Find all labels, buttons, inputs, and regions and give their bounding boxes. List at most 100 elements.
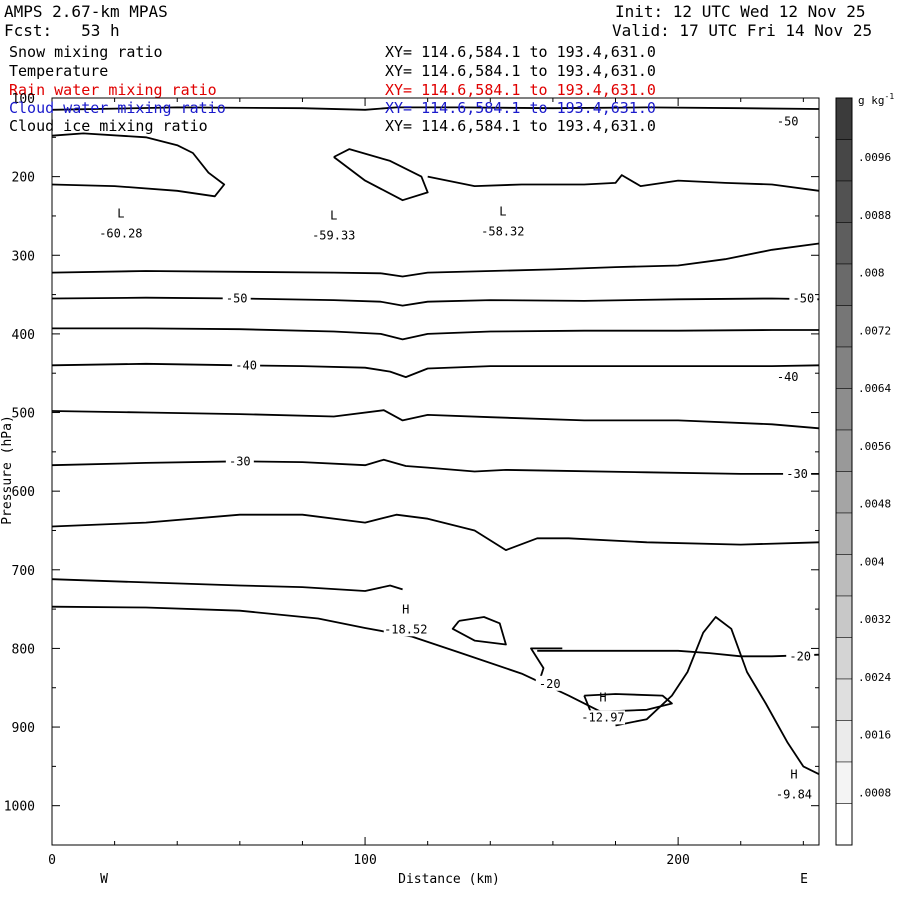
var-xy-cloud-water: XY= 114.6,584.1 to 193.4,631.0	[385, 99, 656, 117]
y-tick-label: 100	[12, 92, 35, 107]
y-axis-label: Pressure (hPa)	[0, 415, 15, 525]
extremum-type: H	[790, 767, 797, 781]
east-label: E	[800, 872, 808, 887]
colorbar-swatch	[835, 761, 853, 804]
contour-label-bg	[535, 675, 564, 691]
contour-label-bg	[232, 357, 261, 373]
extremum-type: L	[330, 208, 337, 222]
extremum-type: H	[402, 602, 409, 616]
y-tick-label: 600	[12, 485, 35, 500]
extremum-value: -9.84	[776, 787, 812, 801]
temperature-contour	[51, 513, 820, 551]
temperature-contour	[51, 605, 617, 724]
colorbar-swatch	[835, 180, 853, 223]
contour-label-bg	[225, 453, 254, 469]
extremum-bg	[98, 226, 143, 241]
y-tick-label: 900	[12, 721, 35, 736]
extremum-type: L	[117, 207, 124, 221]
contour-label-bg	[222, 290, 251, 306]
temperature-contour	[51, 296, 820, 307]
colorbar-label: .0008	[858, 786, 891, 799]
contour-label-bg	[783, 465, 812, 481]
temperature-contour	[451, 616, 507, 646]
contour-label: -50	[777, 115, 799, 129]
x-axis-label: Distance (km)	[398, 872, 500, 887]
colorbar-swatch	[835, 678, 853, 721]
var-name-snow: Snow mixing ratio	[9, 43, 163, 61]
colorbar-swatch	[835, 554, 853, 597]
var-xy-cloud-ice: XY= 114.6,584.1 to 193.4,631.0	[385, 117, 656, 135]
colorbar-label: .0048	[858, 498, 891, 511]
temperature-contour	[615, 616, 820, 776]
extremum-type: L	[499, 204, 506, 218]
colorbar-label: .0016	[858, 729, 891, 742]
west-label: W	[100, 872, 108, 887]
temperature-contour	[427, 174, 820, 192]
colorbar-label: .0072	[858, 324, 891, 337]
colorbar-swatch	[835, 637, 853, 680]
extremum-bg	[771, 787, 816, 802]
temperature-contour	[51, 409, 820, 430]
y-tick-label: 200	[12, 171, 35, 186]
contour-label-bg	[773, 369, 802, 385]
temperature-contour	[333, 148, 429, 202]
extremum-bg	[580, 710, 625, 725]
contour-label: -40	[777, 370, 799, 384]
colorbar-swatch	[835, 720, 853, 763]
var-xy-rain: XY= 114.6,584.1 to 193.4,631.0	[385, 81, 656, 99]
colorbar-label: .0024	[858, 671, 891, 684]
y-tick-label: 300	[12, 249, 35, 264]
model-title: AMPS 2.67-km MPAS	[4, 2, 168, 21]
extremum-value: -18.52	[384, 622, 427, 636]
colorbar-label: .0032	[858, 613, 891, 626]
colorbar-swatch	[835, 471, 853, 514]
temperature-contour	[51, 578, 403, 592]
colorbar-swatch	[835, 97, 853, 140]
extremum-value: -60.28	[99, 227, 142, 241]
contour-label: -50	[226, 292, 248, 306]
contour-label: -20	[539, 677, 561, 691]
colorbar-label: .0064	[858, 382, 891, 395]
y-tick-label: 500	[12, 407, 35, 422]
valid-time: Valid: 17 UTC Fri 14 Nov 25	[612, 21, 873, 40]
init-time: Init: 12 UTC Wed 12 Nov 25	[615, 2, 866, 21]
temperature-contour	[51, 458, 819, 475]
colorbar-swatch	[835, 222, 853, 265]
extremum-bg	[311, 228, 356, 243]
contour-label-bg	[786, 648, 815, 664]
colorbar-swatch	[835, 803, 853, 846]
contour-label: -40	[235, 358, 257, 372]
colorbar-label: .004	[858, 555, 885, 568]
colorbar-label: .008	[858, 267, 885, 280]
extremum-value: -12.97	[581, 710, 624, 724]
extremum-value: -58.32	[481, 224, 524, 238]
colorbar-unit: g kg-1	[858, 92, 894, 107]
var-xy-temperature: XY= 114.6,584.1 to 193.4,631.0	[385, 62, 656, 80]
temperature-contour	[51, 132, 226, 198]
extremum-value: -59.33	[312, 228, 355, 242]
colorbar-swatch	[835, 263, 853, 306]
forecast-hour: Fcst: 53 h	[4, 21, 120, 40]
contour-label: -20	[789, 649, 811, 663]
colorbar-label: .0096	[858, 151, 891, 164]
colorbar-frame	[835, 97, 853, 846]
colorbar-label: .0088	[858, 209, 891, 222]
plot-frame	[51, 97, 820, 846]
contour-label: -50	[793, 292, 815, 306]
x-tick-label: 0	[48, 853, 56, 868]
colorbar-label: .0056	[858, 440, 891, 453]
var-name-temperature: Temperature	[9, 62, 109, 80]
var-name-rain: Rain water mixing ratio	[9, 81, 217, 99]
extremum-bg	[480, 224, 525, 239]
colorbar-swatch	[835, 305, 853, 348]
colorbar: .0096 .0088 .008 .0072 .0064 .0056 .0048 .004 .0…	[835, 97, 891, 846]
temperature-contour	[51, 362, 820, 378]
x-tick-label: 100	[353, 853, 376, 868]
colorbar-swatch	[835, 512, 853, 555]
contour-label-bg	[773, 113, 802, 129]
colorbar-swatch	[835, 429, 853, 472]
colorbar-swatch	[835, 346, 853, 389]
y-tick-label: 1000	[4, 800, 35, 815]
y-tick-label: 400	[12, 328, 35, 343]
